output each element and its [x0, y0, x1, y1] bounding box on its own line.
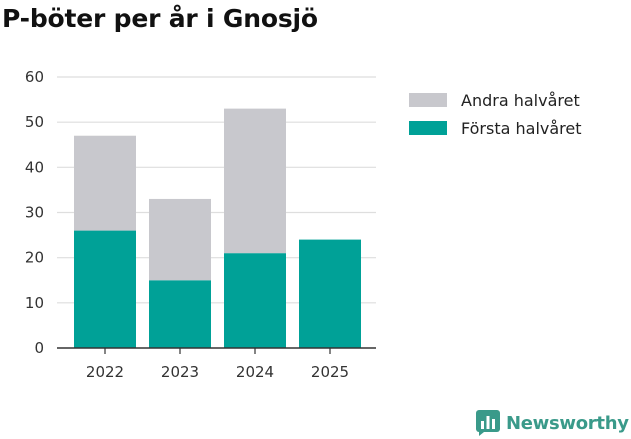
- y-tick-label: 60: [25, 68, 44, 86]
- y-tick-label: 10: [25, 294, 44, 312]
- x-tick-label-2025: 2025: [311, 363, 349, 381]
- bar-2022-series-0: [74, 230, 136, 348]
- newsworthy-logo: Newsworthy: [476, 407, 629, 439]
- bar-2022-series-1: [74, 135, 136, 231]
- legend-label: Andra halvåret: [461, 91, 580, 110]
- y-tick-label: 40: [25, 158, 44, 176]
- x-axis-ticks: 2022 2023 2024 2025: [86, 363, 349, 381]
- legend-swatch: [409, 121, 447, 135]
- bar-chart-logo-icon: [476, 410, 500, 436]
- legend-label: Första halvåret: [461, 119, 582, 138]
- bar-2024-series-1: [224, 108, 286, 254]
- y-axis-ticks: 0 10 20 30 40 50 60: [25, 68, 44, 357]
- y-tick-label: 20: [25, 249, 44, 267]
- bar-2023-series-0: [149, 280, 211, 348]
- chart-title: P-böter per år i Gnosjö: [2, 4, 318, 33]
- bar-2023-series-1: [149, 198, 211, 281]
- y-tick-label: 0: [34, 339, 44, 357]
- legend-swatch: [409, 93, 447, 107]
- x-axis: [57, 347, 376, 354]
- y-tick-label: 30: [25, 204, 44, 222]
- legend: Andra halvåret Första halvåret: [409, 91, 582, 138]
- bar-2024-series-0: [224, 253, 286, 348]
- x-tick-label-2024: 2024: [236, 363, 274, 381]
- brand-name: Newsworthy: [506, 412, 629, 434]
- bars: [74, 108, 361, 348]
- x-tick-label-2023: 2023: [161, 363, 199, 381]
- x-tick-label-2022: 2022: [86, 363, 124, 381]
- bar-2025-series-0: [299, 239, 361, 348]
- y-tick-label: 50: [25, 113, 44, 131]
